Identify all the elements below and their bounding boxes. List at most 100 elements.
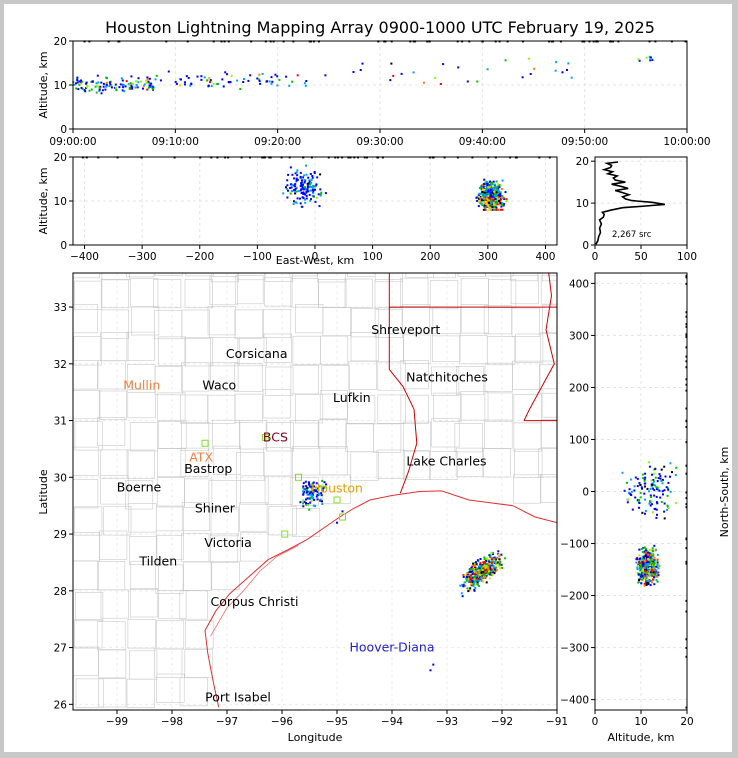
- county-outline: [100, 279, 129, 309]
- time-altitude-point: [105, 85, 108, 88]
- county-outline: [126, 449, 155, 479]
- county-outline: [184, 337, 213, 367]
- county-outline: [460, 304, 490, 334]
- eastwest-altitude-point: [295, 177, 298, 180]
- northsouth-altitude-point: [653, 472, 656, 475]
- county-outline: [319, 446, 348, 476]
- histogram-count-tick-label: 100: [677, 251, 697, 263]
- time-altitude-point: [84, 90, 87, 93]
- time-altitude-point: [125, 80, 128, 83]
- map-source-point: [323, 486, 326, 489]
- county-outline: [289, 273, 318, 277]
- time-altitude-point: [146, 76, 149, 79]
- eastwest-altitude-point: [501, 204, 504, 207]
- northsouth-altitude-point: [655, 516, 658, 519]
- eastwest-altitude-point: [295, 190, 298, 193]
- eastwest-altitude-point: [491, 185, 494, 188]
- map-source-point: [490, 574, 493, 577]
- map-source-point: [477, 569, 480, 572]
- map-source-point: [466, 572, 469, 575]
- time-altitude-point: [121, 89, 124, 92]
- time-altitude-point: [203, 76, 206, 79]
- map-source-point: [480, 575, 483, 578]
- northsouth-altitude-point: [650, 573, 653, 576]
- time-altitude-point: [95, 91, 98, 94]
- eastwest-altitude-point: [483, 188, 486, 191]
- map-source-point: [467, 590, 470, 593]
- time-altitude-point: [392, 74, 395, 77]
- eastwest-altitude-point: [495, 206, 498, 209]
- northsouth-altitude-point: [636, 477, 639, 480]
- eastwest-altitude-point: [305, 194, 308, 197]
- eastwest-altitude-point: [296, 178, 299, 181]
- northsouth-altitude-point: [635, 558, 638, 561]
- northsouth-altitude-point: [656, 488, 658, 491]
- northsouth-altitude-point: [648, 560, 651, 563]
- time-altitude-point: [78, 83, 81, 86]
- map-source-point: [321, 503, 324, 505]
- map-source-point: [473, 570, 476, 573]
- northsouth-tick-label: 400: [569, 278, 589, 290]
- northsouth-altitude-point: [646, 581, 649, 584]
- county-outline: [156, 477, 185, 507]
- county-outline: [180, 394, 209, 424]
- map-source-point: [478, 585, 481, 588]
- county-outline: [290, 278, 319, 308]
- eastwest-altitude-point: [485, 180, 488, 183]
- county-outline: [482, 448, 511, 478]
- time-altitude-point: [638, 59, 641, 62]
- northsouth-altitude-point: [652, 483, 655, 486]
- eastwest-altitude-point: [486, 186, 489, 189]
- map-source-point: [461, 583, 464, 586]
- county-outline: [74, 506, 103, 536]
- eastwest-altitude-point: [313, 171, 316, 173]
- time-altitude-point: [98, 86, 101, 89]
- time-altitude-point: [102, 85, 105, 88]
- county-outline: [265, 366, 294, 396]
- county-outline: [540, 419, 557, 449]
- eastwest-altitude-point: [492, 190, 494, 193]
- time-altitude-point: [247, 79, 250, 82]
- map-source-point: [495, 568, 498, 571]
- eastwest-altitude-point: [492, 189, 495, 192]
- county-outline: [509, 273, 539, 282]
- histogram-count-tick-label: 50: [634, 251, 647, 263]
- northsouth-altitude-point: [644, 510, 647, 512]
- county-outline: [400, 360, 429, 390]
- eastwest-altitude-point: [287, 173, 290, 176]
- northsouth-altitude-point: [638, 559, 641, 562]
- eastwest-altitude-point: [502, 196, 505, 199]
- eastwest-altitude-point: [480, 202, 483, 205]
- histogram-altitude-tick-label: 0: [582, 240, 589, 252]
- eastwest-altitude-point: [308, 179, 311, 182]
- county-outline: [181, 421, 210, 451]
- city-label: Port Isabel: [205, 690, 271, 705]
- map-source-point: [492, 560, 495, 563]
- county-outline: [377, 394, 406, 424]
- time-altitude-point: [83, 89, 86, 92]
- county-outline: [402, 421, 432, 451]
- eastwest-altitude-point: [282, 192, 285, 195]
- time-altitude-point: [135, 80, 138, 83]
- map-source-point: [472, 584, 475, 587]
- northsouth-altitude-point: [645, 564, 648, 567]
- northsouth-altitude-point: [661, 482, 664, 485]
- northsouth-altitude-point: [674, 502, 677, 505]
- eastwest-altitude-point: [490, 199, 492, 202]
- county-outline: [73, 336, 102, 366]
- eastwest-altitude-point: [478, 187, 481, 190]
- map-source-point: [489, 555, 492, 558]
- map-source-point: [479, 563, 482, 566]
- map-source-point: [480, 576, 483, 579]
- eastwest-altitude-point: [308, 180, 311, 183]
- time-altitude-point: [187, 77, 190, 79]
- map-source-point: [476, 567, 479, 570]
- time-altitude-point: [457, 66, 460, 69]
- northsouth-altitude-point: [646, 575, 649, 577]
- eastwest-altitude-point: [499, 192, 502, 195]
- map-source-point: [470, 575, 473, 578]
- eastwest-altitude-point: [311, 176, 314, 179]
- northsouth-altitude-point: [657, 564, 660, 567]
- county-outline: [319, 390, 349, 420]
- eastwest-altitude-point: [499, 202, 502, 205]
